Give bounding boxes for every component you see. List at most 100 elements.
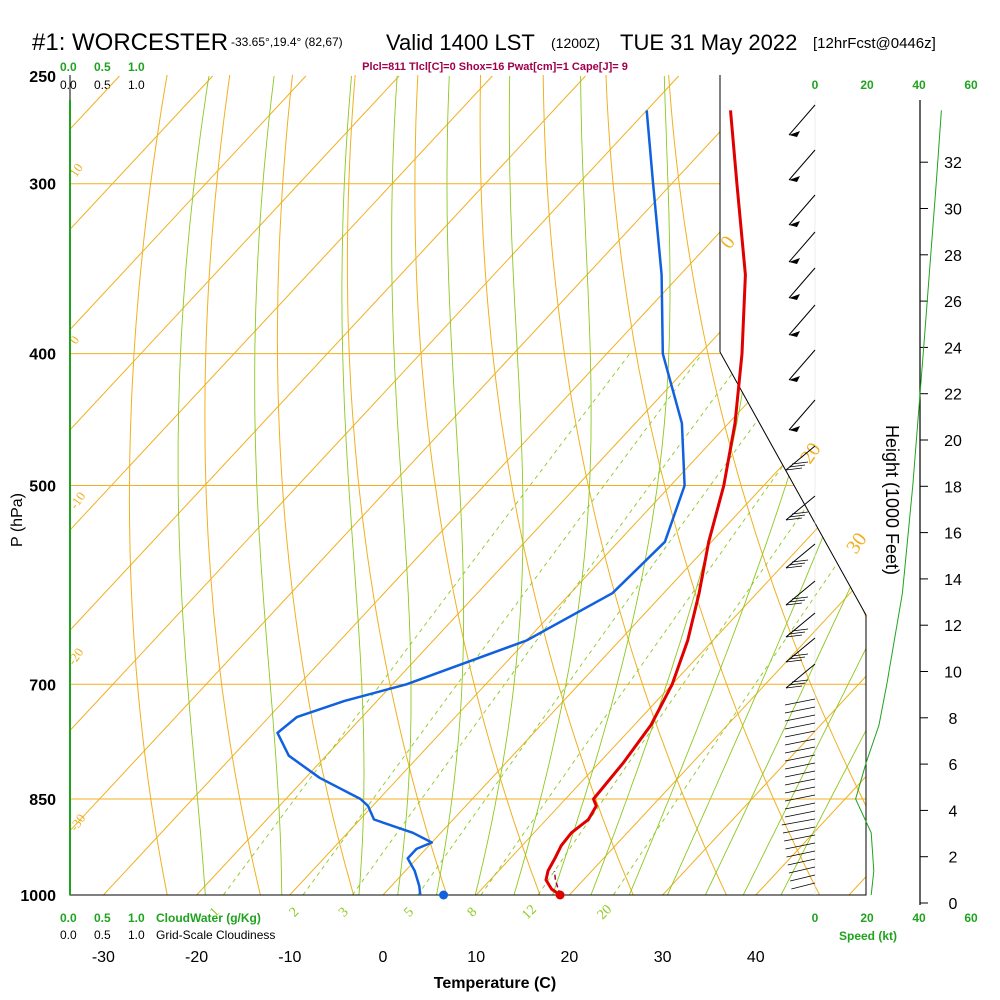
wind-barb-feather bbox=[788, 631, 806, 635]
cloud-scale-top-black-0: 0.0 bbox=[60, 78, 77, 92]
height-tick-label: 8 bbox=[949, 711, 958, 728]
moist-adiabat-line bbox=[542, 75, 671, 895]
wind-barb bbox=[784, 754, 816, 762]
cloud-scale-bottom-black-2: 1.0 bbox=[128, 928, 145, 942]
moist-adiabat-line bbox=[691, 75, 866, 895]
wind-barb bbox=[784, 722, 816, 730]
temperature-tick-label: 30 bbox=[654, 949, 672, 966]
grid-cloudiness-label: Grid-Scale Cloudiness bbox=[156, 928, 275, 942]
wind-barb bbox=[785, 612, 816, 638]
wind-barb bbox=[785, 663, 816, 689]
cloud-scale-top-green-2: 1.0 bbox=[128, 60, 145, 74]
mixing-ratio-label: 2 bbox=[287, 905, 303, 921]
wind-barb bbox=[784, 698, 816, 706]
wind-barb-pennant bbox=[789, 221, 800, 227]
height-tick-label: 6 bbox=[949, 757, 958, 774]
wind-barb bbox=[784, 802, 816, 810]
mixing-ratio-line bbox=[417, 353, 807, 895]
wind-barb-pennant bbox=[789, 426, 800, 432]
wind-barb bbox=[784, 730, 816, 738]
wind-barb bbox=[788, 231, 816, 263]
cloud-scale-bottom-green-2: 1.0 bbox=[128, 911, 145, 925]
wind-barb-feather bbox=[785, 565, 803, 569]
height-tick-label: 26 bbox=[944, 294, 962, 311]
wind-barb bbox=[784, 738, 816, 746]
cloud-water-label: CloudWater (g/Kg) bbox=[156, 911, 261, 925]
mixing-ratio-line bbox=[223, 353, 631, 895]
wind-barb bbox=[788, 104, 816, 136]
wind-barb bbox=[784, 762, 816, 770]
wind-barb-feather bbox=[791, 628, 809, 632]
dry-adiabat-line bbox=[414, 75, 552, 895]
pressure-tick-label: 850 bbox=[29, 792, 56, 809]
wind-barb-feather bbox=[788, 514, 806, 518]
speed-tick-label-top: 0 bbox=[812, 78, 819, 92]
wind-barb bbox=[788, 194, 816, 226]
wind-barb-feather bbox=[785, 634, 803, 638]
surface-dewpoint-marker bbox=[439, 890, 449, 900]
wind-barb-feather bbox=[791, 559, 809, 563]
dry-adiabat-line bbox=[479, 75, 647, 895]
wind-barb bbox=[787, 858, 816, 866]
height-tick-label: 2 bbox=[949, 850, 958, 867]
isotherm-line bbox=[70, 75, 307, 895]
wind-barb bbox=[788, 866, 816, 874]
moist-adiabat-line bbox=[254, 75, 283, 895]
isotherm-line bbox=[569, 75, 866, 895]
wind-barb bbox=[785, 637, 816, 663]
wind-barb bbox=[784, 746, 816, 754]
wind-barb bbox=[788, 399, 816, 431]
cloud-scale-bottom-green-0: 0.0 bbox=[60, 911, 77, 925]
forecast-hours: [12hrFcst@0446z] bbox=[813, 35, 936, 52]
isotherm-line bbox=[70, 75, 214, 895]
wind-barb-feather bbox=[788, 562, 806, 566]
speed-tick-label-bottom: 60 bbox=[964, 911, 978, 925]
moist-adiabat-line bbox=[579, 75, 764, 895]
wind-barb bbox=[791, 882, 816, 890]
mixing-ratio-line bbox=[480, 353, 864, 895]
height-tick-label: 10 bbox=[944, 665, 962, 682]
mixing-ratio-label: 3 bbox=[336, 905, 352, 921]
cloud-scale-bottom-black-0: 0.0 bbox=[60, 928, 77, 942]
station-coords: -33.65°,19.4° (82,67) bbox=[231, 35, 343, 49]
wind-barb-feather bbox=[791, 511, 809, 515]
wind-barb-feather bbox=[791, 653, 809, 657]
wind-barb-pennant bbox=[789, 176, 800, 182]
cloud-scale-top-black-1: 0.5 bbox=[94, 78, 111, 92]
temperature-tick-label: 20 bbox=[561, 949, 579, 966]
wind-barb bbox=[782, 826, 816, 834]
height-tick-label: 0 bbox=[949, 896, 958, 913]
temperature-tick-label: -20 bbox=[185, 949, 208, 966]
moist-adiabat-line bbox=[765, 75, 866, 895]
x-axis-label: Temperature (C) bbox=[434, 975, 556, 992]
wind-barb-feather bbox=[785, 685, 803, 689]
height-tick-label: 20 bbox=[944, 433, 962, 450]
pressure-tick-label: 1000 bbox=[20, 888, 56, 905]
dry-adiabat-line bbox=[542, 75, 741, 895]
wind-barb-feather bbox=[785, 602, 803, 606]
wind-barb bbox=[785, 580, 816, 606]
height-axis-label: Height (1000 Feet) bbox=[882, 425, 902, 575]
mixing-ratio-label: 5 bbox=[401, 905, 417, 921]
wind-speed-profile bbox=[855, 110, 942, 896]
isotherm-line bbox=[848, 75, 866, 895]
height-tick-label: 24 bbox=[944, 340, 962, 357]
moist-adiabat-line bbox=[430, 75, 465, 895]
height-tick-label: 30 bbox=[944, 202, 962, 219]
isotherm-label: 30 bbox=[842, 529, 871, 558]
isotherm-line bbox=[662, 75, 866, 895]
wind-barb-feather bbox=[788, 682, 806, 686]
wind-barb bbox=[781, 818, 816, 826]
temperature-tick-label: -10 bbox=[278, 949, 301, 966]
height-tick-label: 32 bbox=[944, 155, 962, 172]
wind-barb-feather bbox=[788, 656, 806, 660]
temperature-tick-label: 0 bbox=[379, 949, 388, 966]
wind-barb bbox=[784, 706, 816, 714]
height-tick-label: 22 bbox=[944, 387, 962, 404]
wind-barb bbox=[784, 834, 816, 842]
isotherm-line bbox=[70, 75, 400, 895]
cloud-scale-bottom-green-1: 0.5 bbox=[94, 911, 111, 925]
speed-tick-label-bottom: 20 bbox=[860, 911, 874, 925]
wind-barb bbox=[788, 149, 816, 181]
